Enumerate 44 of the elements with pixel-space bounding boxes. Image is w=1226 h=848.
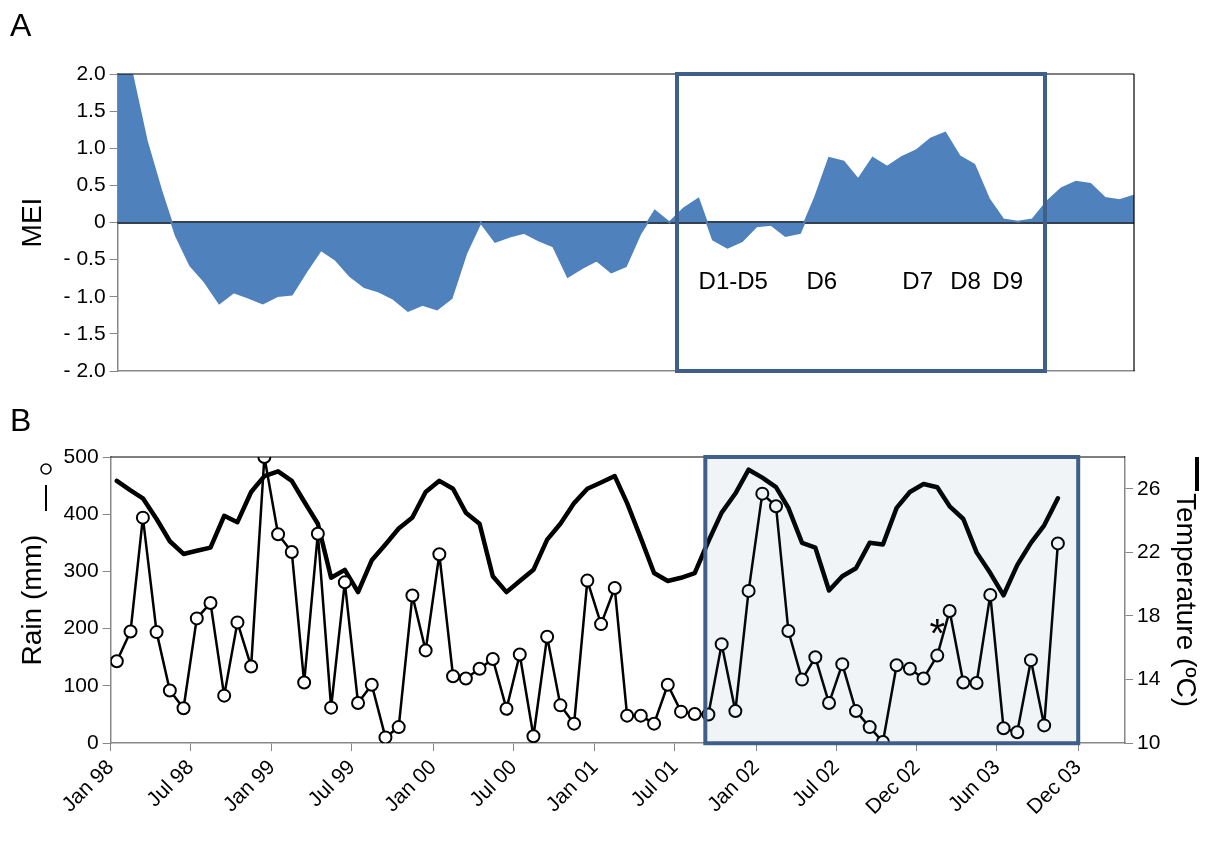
y-tick-label: - 2.0 bbox=[63, 357, 106, 381]
y-tick-label: 400 bbox=[63, 501, 99, 525]
annotation: D6 bbox=[806, 266, 838, 294]
y2-axis-title: Temperature (ºC) bbox=[1171, 493, 1203, 708]
annotation: D1-D5 bbox=[698, 266, 768, 294]
x-tick-label: Jul 02 bbox=[787, 754, 844, 811]
y-axis-title: MEI bbox=[15, 197, 47, 248]
annotation: D9 bbox=[992, 266, 1024, 294]
y-tick-label: 200 bbox=[63, 615, 99, 639]
x-tick-label: Jan 02 bbox=[702, 754, 764, 816]
y-tick-label: - 0.5 bbox=[63, 246, 106, 270]
y-tick-label: 0 bbox=[86, 729, 99, 753]
x-tick-label: Jan 98 bbox=[56, 754, 118, 816]
y-tick-label: 0.5 bbox=[76, 172, 106, 196]
y-tick-label: 2.0 bbox=[76, 60, 106, 84]
y2-tick-label: 18 bbox=[1137, 602, 1161, 626]
x-tick-label: Jul 00 bbox=[464, 754, 521, 811]
y-tick-label: - 1.0 bbox=[63, 283, 106, 307]
y2-tick-label: 14 bbox=[1137, 666, 1161, 690]
x-tick-label: Dec 02 bbox=[860, 754, 924, 819]
x-tick-label: Jul 98 bbox=[141, 754, 198, 811]
y-tick-label: 500 bbox=[63, 443, 99, 467]
y-tick-label: 0 bbox=[93, 209, 106, 233]
annotation: * bbox=[929, 610, 946, 655]
chart-title: A bbox=[10, 7, 32, 43]
y-axis-title: Rain (mm) bbox=[15, 534, 47, 666]
y2-tick-label: 26 bbox=[1137, 475, 1161, 499]
x-tick-label: Jan 01 bbox=[540, 754, 602, 816]
x-tick-label: Jan 99 bbox=[217, 754, 279, 816]
annotation: D8 bbox=[950, 266, 981, 294]
x-tick-label: Dec 03 bbox=[1021, 754, 1086, 819]
y-tick-label: 100 bbox=[63, 672, 99, 696]
chart-title: B bbox=[10, 402, 32, 438]
y-tick-label: - 1.5 bbox=[63, 320, 106, 344]
x-tick-label: Jul 01 bbox=[625, 754, 682, 811]
y-tick-label: 1.0 bbox=[76, 135, 106, 159]
y2-tick-label: 22 bbox=[1137, 539, 1161, 563]
x-tick-label: Jun 03 bbox=[942, 754, 1004, 816]
y-tick-label: 1.5 bbox=[76, 97, 106, 121]
x-tick-label: Jul 99 bbox=[302, 754, 359, 811]
y2-tick-label: 10 bbox=[1137, 729, 1161, 753]
x-tick-label: Jan 00 bbox=[379, 754, 441, 816]
y-tick-label: 300 bbox=[63, 558, 99, 582]
annotation: D7 bbox=[902, 266, 933, 294]
